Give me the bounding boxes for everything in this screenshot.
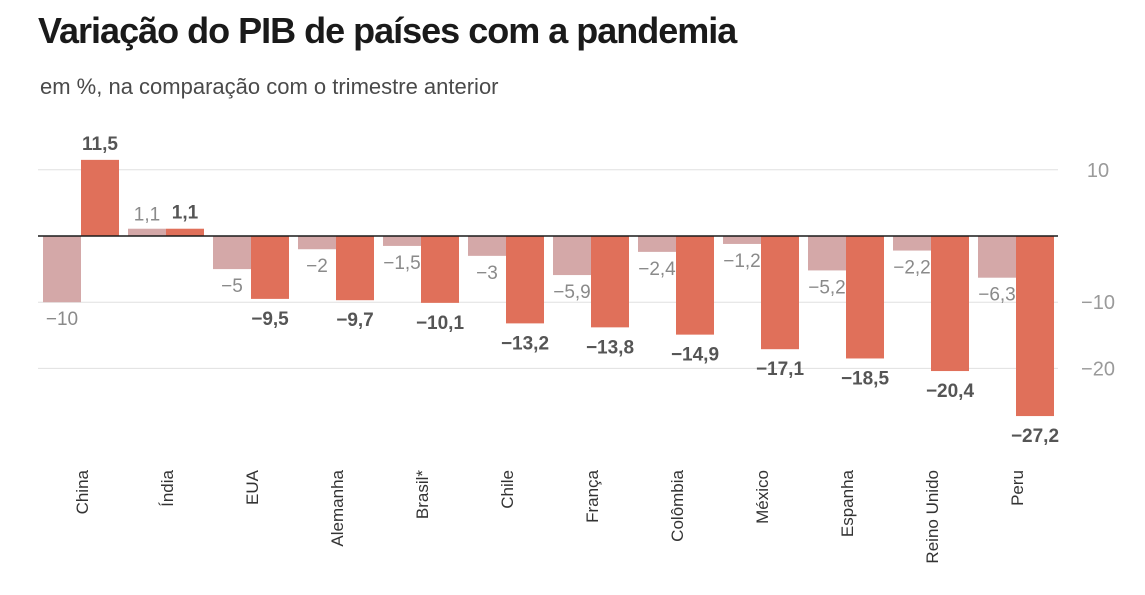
bar-previous	[808, 236, 846, 271]
category-label: Espanha	[838, 469, 857, 537]
category-label: EUA	[243, 469, 262, 505]
bar-previous	[213, 236, 251, 270]
data-label-previous: −2,2	[893, 258, 931, 279]
data-label-current: −13,2	[501, 333, 549, 354]
data-label-current: −10,1	[416, 313, 465, 334]
bar-current	[506, 236, 544, 324]
category-label: Reino Unido	[923, 470, 942, 564]
category-label: México	[753, 470, 772, 524]
bar-previous	[723, 236, 761, 244]
category-label: Peru	[1008, 470, 1027, 506]
data-label-current: −18,5	[841, 368, 890, 389]
data-label-previous: −5,2	[808, 277, 846, 298]
chart-subtitle: em %, na comparação com o trimestre ante…	[40, 74, 499, 99]
data-label-current: 11,5	[82, 134, 118, 155]
category-label: Brasil*	[413, 470, 432, 520]
data-label-previous: −3	[476, 263, 498, 284]
bar-current	[336, 236, 374, 301]
bar-previous	[893, 236, 931, 251]
y-tick-label: 10	[1087, 160, 1109, 182]
bar-current	[846, 236, 884, 359]
data-label-previous: −2	[306, 256, 328, 277]
data-label-current: −13,8	[586, 337, 634, 358]
data-label-previous: −5	[221, 276, 243, 297]
bar-previous	[468, 236, 506, 256]
category-label: Chile	[498, 470, 517, 509]
category-label: Colômbia	[668, 469, 687, 541]
bar-current	[676, 236, 714, 335]
data-label-previous: −1,5	[383, 253, 421, 274]
data-label-current: −9,5	[251, 309, 289, 330]
data-label-previous: 1,1	[134, 205, 160, 226]
y-tick-label: −20	[1081, 358, 1115, 380]
y-tick-label: −10	[1081, 292, 1115, 314]
bar-previous	[553, 236, 591, 276]
bar-current	[931, 236, 969, 372]
data-label-current: −17,1	[756, 359, 805, 380]
category-label: China	[73, 469, 92, 514]
data-label-previous: −5,9	[553, 282, 591, 303]
bar-current	[251, 236, 289, 299]
data-label-previous: −6,3	[978, 285, 1016, 306]
bar-previous	[383, 236, 421, 246]
category-label: Alemanha	[328, 469, 347, 546]
data-label-previous: −10	[46, 309, 78, 330]
category-label: Índia	[158, 469, 177, 506]
data-label-current: −9,7	[336, 310, 374, 331]
data-label-current: −14,9	[671, 345, 719, 366]
chart-title: Variação do PIB de países com a pandemia	[38, 10, 737, 51]
category-label: França	[583, 469, 602, 522]
bar-previous	[978, 236, 1016, 278]
bar-previous	[43, 236, 81, 303]
data-label-current: 1,1	[172, 203, 199, 224]
bar-current	[761, 236, 799, 350]
data-label-current: −20,4	[926, 381, 975, 402]
bar-current	[81, 159, 119, 236]
data-label-previous: −1,2	[723, 251, 761, 272]
bar-previous	[638, 236, 676, 252]
bar-previous	[298, 236, 336, 250]
data-label-previous: −2,4	[638, 259, 676, 280]
bar-current	[1016, 236, 1054, 417]
bar-current	[591, 236, 629, 328]
bar-current	[421, 236, 459, 303]
bar-current	[166, 228, 204, 236]
bar-previous	[128, 228, 166, 236]
data-label-current: −27,2	[1011, 426, 1059, 447]
